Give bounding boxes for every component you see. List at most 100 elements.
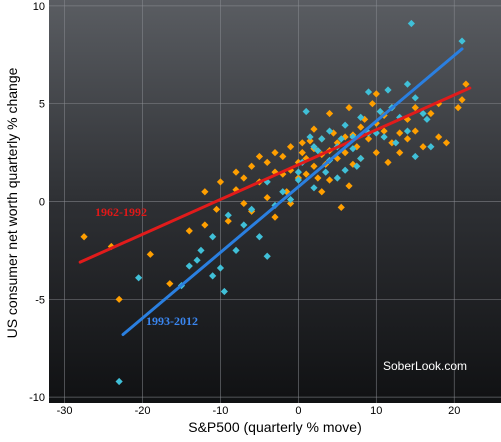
point-1962-1992: [396, 148, 404, 157]
point-1993-2012: [380, 133, 388, 141]
point-1993-2012: [294, 168, 302, 176]
point-1962-1992: [462, 80, 470, 88]
point-1993-2012: [392, 139, 400, 147]
point-1993-2012: [193, 256, 201, 264]
point-1993-2012: [135, 274, 143, 282]
y-tick-label: -10: [29, 392, 45, 404]
fit-line-1993-2012: [121, 47, 464, 337]
point-1993-2012: [403, 127, 412, 135]
point-1962-1992: [201, 221, 209, 229]
point-1962-1992: [329, 129, 338, 137]
y-tick-labels: -10 -5 0 5 10: [29, 1, 45, 404]
point-1993-2012: [306, 133, 314, 141]
point-1993-2012: [419, 109, 427, 118]
point-1993-2012: [423, 115, 431, 123]
point-1962-1992: [310, 162, 318, 170]
point-1962-1992: [302, 170, 310, 178]
point-1993-2012: [279, 188, 287, 196]
point-1993-2012: [314, 147, 322, 155]
point-1993-2012: [325, 127, 334, 135]
point-1993-2012: [232, 246, 240, 255]
data-points: [80, 19, 470, 386]
point-1962-1992: [248, 162, 256, 170]
point-1962-1992: [216, 178, 225, 186]
x-tick-label: 20: [448, 405, 460, 417]
point-1962-1992: [232, 168, 240, 176]
point-1962-1992: [396, 129, 404, 137]
point-1962-1992: [310, 125, 318, 133]
point-1962-1992: [286, 166, 295, 174]
point-1993-2012: [220, 287, 228, 296]
point-1993-2012: [357, 113, 365, 121]
point-1962-1992: [427, 109, 435, 118]
x-tick-label: -30: [57, 405, 73, 417]
y-tick-label: 10: [33, 1, 45, 13]
point-1962-1992: [372, 119, 380, 127]
point-1962-1992: [333, 139, 341, 147]
point-1962-1992: [271, 148, 279, 157]
point-1962-1992: [298, 139, 306, 147]
point-1962-1992: [255, 152, 264, 161]
y-tick-label: -5: [35, 294, 45, 306]
series-label-1962-1992: 1962-1992: [95, 205, 147, 219]
point-1962-1992: [240, 174, 248, 182]
x-tick-label: -10: [212, 405, 228, 417]
watermark: SoberLook.com: [383, 359, 467, 373]
point-1993-2012: [341, 121, 349, 129]
point-1962-1992: [224, 217, 232, 225]
x-axis-title: S&P500 (quarterly % move): [188, 419, 362, 435]
point-1993-2012: [255, 233, 264, 241]
point-1993-2012: [318, 135, 326, 143]
point-1962-1992: [345, 182, 353, 190]
point-1993-2012: [197, 246, 205, 255]
x-tick-label: 10: [370, 405, 382, 417]
trend-lines: [78, 47, 472, 337]
point-1993-2012: [310, 184, 318, 192]
point-1962-1992: [263, 158, 271, 166]
point-1962-1992: [294, 158, 302, 166]
point-1962-1992: [185, 227, 193, 235]
point-1993-2012: [263, 252, 271, 260]
grid-lines: [49, 0, 501, 403]
point-1962-1992: [146, 250, 154, 258]
point-1962-1992: [388, 139, 396, 147]
point-1962-1992: [380, 127, 388, 135]
point-1993-2012: [403, 80, 412, 88]
point-1962-1992: [458, 96, 466, 104]
point-1962-1992: [212, 205, 221, 213]
point-1993-2012: [427, 143, 435, 151]
y-tick-label: 0: [39, 197, 45, 209]
point-1993-2012: [376, 107, 384, 116]
point-1962-1992: [372, 90, 380, 98]
point-1993-2012: [407, 19, 415, 28]
y-axis-title: US consumer net worth quarterly % change: [4, 67, 20, 338]
point-1993-2012: [310, 143, 318, 151]
point-1962-1992: [279, 152, 287, 161]
point-1962-1992: [263, 193, 271, 202]
point-1993-2012: [341, 166, 349, 174]
point-1993-2012: [364, 88, 373, 96]
point-1993-2012: [302, 107, 310, 116]
point-1962-1992: [361, 115, 369, 123]
point-1993-2012: [216, 264, 225, 272]
point-1962-1992: [314, 174, 322, 182]
point-1962-1992: [442, 139, 451, 147]
point-1962-1992: [115, 295, 123, 303]
point-1993-2012: [322, 168, 330, 176]
x-tick-label: -20: [135, 405, 151, 417]
point-1962-1992: [271, 213, 279, 221]
point-1962-1992: [435, 133, 443, 141]
point-1993-2012: [224, 211, 232, 219]
point-1962-1992: [345, 103, 353, 112]
point-1993-2012: [353, 162, 361, 170]
point-1962-1992: [298, 148, 306, 157]
point-1962-1992: [411, 127, 419, 135]
point-1993-2012: [115, 377, 123, 386]
point-1993-2012: [337, 135, 345, 143]
point-1962-1992: [337, 203, 345, 211]
point-1962-1992: [201, 188, 209, 196]
series-label-1993-2012: 1993-2012: [146, 314, 198, 328]
point-1962-1992: [325, 109, 334, 118]
point-1993-2012: [384, 86, 392, 94]
